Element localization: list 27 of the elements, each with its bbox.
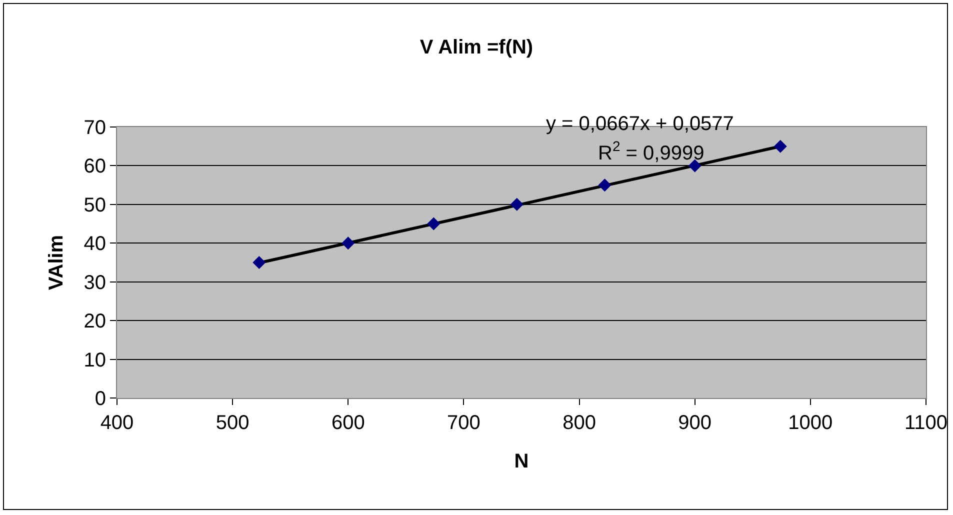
point <box>342 236 355 250</box>
x-tick-label: 1000 <box>788 412 833 434</box>
x-tick-label: 600 <box>331 412 365 434</box>
y-tick-label: 70 <box>84 117 106 139</box>
y-tick-label: 50 <box>84 194 106 216</box>
point <box>510 198 524 211</box>
y-tick-label: 30 <box>84 272 106 294</box>
x-tick-label: 400 <box>100 412 134 434</box>
y-tick-label: 60 <box>84 156 106 178</box>
y-axis-title: VAlim <box>45 234 68 290</box>
point <box>427 217 440 230</box>
y-tick-label: 40 <box>84 233 106 256</box>
x-tick-label: 500 <box>216 412 250 434</box>
point <box>252 256 266 269</box>
point <box>598 178 612 192</box>
y-tick-label: 0 <box>94 388 106 410</box>
y-tick-label: 10 <box>84 349 106 372</box>
x-tick-label: 700 <box>447 412 480 434</box>
x-axis-title: N <box>514 450 529 472</box>
x-tick-label: 1100 <box>904 412 948 434</box>
x-tick-label: 900 <box>678 412 712 434</box>
annotation: R$^{2}$ = 0,9999 <box>598 138 704 164</box>
x-tick-label: 800 <box>562 412 596 434</box>
chart-title: V Alim =f(N) <box>420 36 534 58</box>
point <box>774 140 787 153</box>
annotation: y = 0,0667x + 0,0577 <box>546 113 734 135</box>
y-tick-label: 20 <box>84 310 106 333</box>
